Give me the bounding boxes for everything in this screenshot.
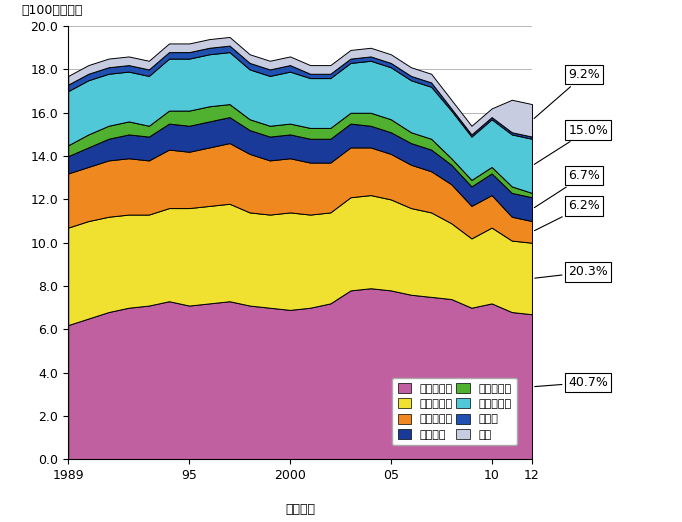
Text: （年度）: （年度） bbox=[285, 503, 315, 516]
Text: 20.3%: 20.3% bbox=[535, 266, 608, 278]
Text: 6.7%: 6.7% bbox=[534, 169, 600, 208]
Text: 6.2%: 6.2% bbox=[535, 199, 600, 231]
Text: （100万トン）: （100万トン） bbox=[22, 4, 83, 17]
Legend: 家庭業務用, 一般工業用, 都市ガス用, 自動車用, 大口鉄鈗用, 化学原料用, 電力用, 輸出: 家庭業務用, 一般工業用, 都市ガス用, 自動車用, 大口鉄鈗用, 化学原料用,… bbox=[392, 377, 517, 445]
Text: 9.2%: 9.2% bbox=[534, 68, 600, 118]
Text: 40.7%: 40.7% bbox=[535, 376, 608, 389]
Text: 15.0%: 15.0% bbox=[534, 124, 608, 164]
